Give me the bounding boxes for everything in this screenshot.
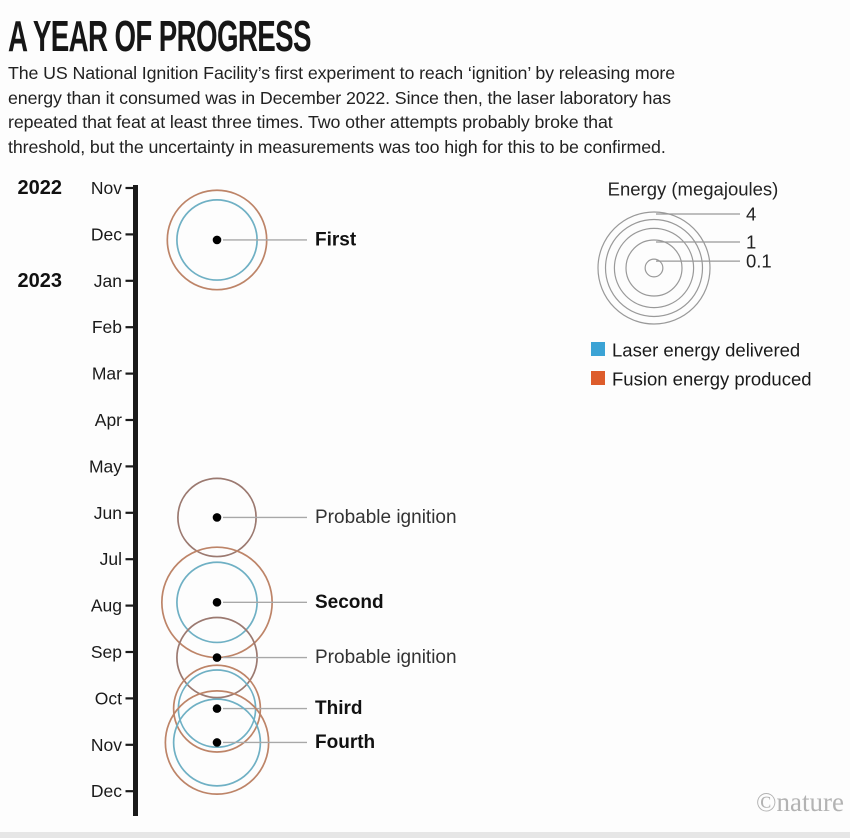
intro-paragraph: The US National Ignition Facility’s firs… — [8, 61, 675, 159]
month-label: Sep — [91, 642, 122, 662]
laser-swatch-icon — [591, 342, 605, 356]
intro-line: repeated that feat at least three times.… — [8, 112, 613, 133]
bottom-edge-strip — [0, 832, 850, 838]
intro-line: The US National Ignition Facility’s firs… — [8, 63, 675, 83]
month-label: Oct — [95, 688, 122, 708]
fusion-swatch-icon — [591, 371, 605, 385]
page-title: A YEAR OF PROGRESS — [8, 12, 312, 61]
event-label: Probable ignition — [315, 647, 457, 668]
month-label: Nov — [91, 735, 122, 755]
month-label: Dec — [91, 781, 122, 801]
legend-ring — [604, 218, 704, 318]
legend-ring-label: 4 — [746, 204, 756, 225]
month-label: Apr — [95, 410, 122, 430]
event-dot — [212, 598, 222, 607]
month-label: Jul — [100, 549, 122, 569]
event-dot — [212, 738, 222, 747]
month-label: Jan — [94, 271, 122, 291]
legend-title: Energy (megajoules) — [608, 179, 779, 200]
month-label: Jun — [94, 503, 122, 523]
legend-ring — [625, 239, 683, 297]
event-dot — [212, 653, 222, 662]
month-label: Feb — [92, 317, 122, 337]
legend-item-label: Laser energy delivered — [612, 340, 800, 361]
legend-ring-label: 1 — [746, 232, 756, 253]
month-label: Dec — [91, 224, 122, 244]
year-label: 2023 — [18, 270, 63, 292]
year-label: 2022 — [18, 177, 63, 199]
event-dot — [212, 513, 222, 522]
month-label: Mar — [92, 364, 122, 384]
month-label: Nov — [91, 178, 122, 198]
event-label: Probable ignition — [315, 507, 457, 528]
intro-line: threshold, but the uncertainty in measur… — [8, 136, 666, 157]
intro-line: energy than it consumed was in December … — [8, 87, 671, 108]
legend-ring-label: 0.1 — [746, 251, 772, 272]
event-label: Second — [315, 592, 384, 613]
month-label: Aug — [91, 596, 122, 616]
legend-item-label: Fusion energy produced — [612, 369, 812, 390]
legend-ring — [644, 258, 664, 278]
month-label: May — [89, 456, 122, 476]
event-dot — [212, 704, 222, 713]
event-label: Fourth — [315, 732, 375, 753]
legend-ring — [613, 227, 695, 309]
legend-ring — [597, 211, 711, 325]
nature-logo: ©nature — [756, 787, 844, 817]
event-label: Third — [315, 698, 363, 719]
event-label: First — [315, 229, 357, 250]
event-dot — [212, 235, 222, 245]
